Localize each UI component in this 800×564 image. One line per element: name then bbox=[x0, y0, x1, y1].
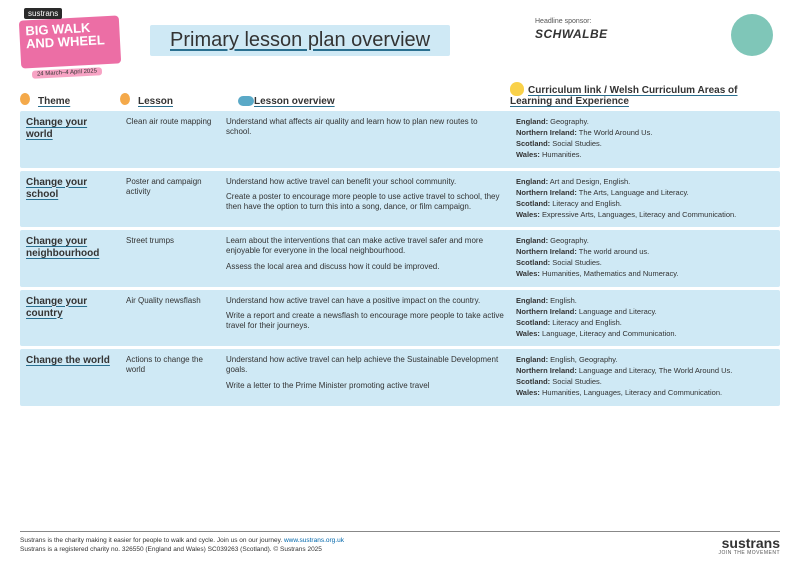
cell-overview: Understand how active travel can have a … bbox=[220, 296, 510, 341]
cell-theme: Change your world bbox=[20, 117, 120, 162]
footer-link[interactable]: www.sustrans.org.uk bbox=[284, 537, 344, 544]
logo-date: 24 March–4 April 2025 bbox=[32, 67, 102, 79]
cell-theme: Change your country bbox=[20, 296, 120, 341]
cell-lesson: Street trumps bbox=[120, 236, 220, 281]
cloud-icon bbox=[238, 96, 254, 106]
th-theme: Theme bbox=[20, 96, 70, 107]
cell-lesson: Clean air route mapping bbox=[120, 117, 220, 162]
lesson-table: Theme Lesson Lesson overview Curriculum … bbox=[0, 85, 800, 406]
sponsor-label: Headline sponsor: bbox=[535, 18, 705, 25]
footer-tagline: JOIN THE MOVEMENT bbox=[719, 550, 780, 556]
sponsor-name: SCHWALBE bbox=[535, 27, 705, 41]
cell-curriculum: England: English.Northern Ireland: Langu… bbox=[510, 296, 780, 341]
table-row: Change your neighbourhoodStreet trumpsLe… bbox=[20, 230, 780, 287]
title-wrap: Primary lesson plan overview bbox=[150, 10, 515, 56]
cell-curriculum: England: Art and Design, English.Norther… bbox=[510, 177, 780, 222]
event-logo: BIG WALK AND WHEEL sustrans 24 March–4 A… bbox=[20, 10, 130, 75]
th-curriculum: Curriculum link / Welsh Curriculum Areas… bbox=[510, 85, 738, 107]
cell-theme: Change your neighbourhood bbox=[20, 236, 120, 281]
cell-lesson: Air Quality newsflash bbox=[120, 296, 220, 341]
logo-brand: sustrans bbox=[24, 8, 62, 19]
th-lesson: Lesson bbox=[120, 96, 173, 107]
table-row: Change your worldClean air route mapping… bbox=[20, 111, 780, 168]
table-header-row: Theme Lesson Lesson overview Curriculum … bbox=[20, 85, 780, 107]
cell-overview: Understand what affects air quality and … bbox=[220, 117, 510, 162]
cell-lesson: Actions to change the world bbox=[120, 355, 220, 400]
table-row: Change the worldActions to change the wo… bbox=[20, 349, 780, 406]
cell-theme: Change the world bbox=[20, 355, 120, 400]
page-footer: Sustrans is the charity making it easier… bbox=[20, 531, 780, 556]
cell-curriculum: England: English, Geography.Northern Ire… bbox=[510, 355, 780, 400]
balloon-icon bbox=[120, 93, 130, 105]
cell-curriculum: England: Geography.Northern Ireland: The… bbox=[510, 117, 780, 162]
table-row: Change your schoolPoster and campaign ac… bbox=[20, 171, 780, 228]
cell-overview: Understand how active travel can benefit… bbox=[220, 177, 510, 222]
logo-main-text: BIG WALK AND WHEEL bbox=[19, 15, 121, 68]
footer-logo: sustrans bbox=[719, 536, 780, 550]
page-title: Primary lesson plan overview bbox=[150, 25, 450, 56]
cell-curriculum: England: Geography.Northern Ireland: The… bbox=[510, 236, 780, 281]
globe-icon bbox=[725, 10, 780, 60]
balloon-icon bbox=[20, 93, 30, 105]
cell-overview: Understand how active travel can help ac… bbox=[220, 355, 510, 400]
cell-theme: Change your school bbox=[20, 177, 120, 222]
footer-line1: Sustrans is the charity making it easier… bbox=[20, 537, 284, 544]
footer-logo-block: sustrans JOIN THE MOVEMENT bbox=[719, 536, 780, 556]
cell-lesson: Poster and campaign activity bbox=[120, 177, 220, 222]
lightbulb-icon bbox=[510, 82, 524, 96]
cell-overview: Learn about the interventions that can m… bbox=[220, 236, 510, 281]
table-row: Change your countryAir Quality newsflash… bbox=[20, 290, 780, 347]
footer-text: Sustrans is the charity making it easier… bbox=[20, 536, 344, 554]
th-overview: Lesson overview bbox=[220, 96, 335, 107]
page-header: BIG WALK AND WHEEL sustrans 24 March–4 A… bbox=[0, 0, 800, 80]
sponsor-block: Headline sponsor: SCHWALBE bbox=[535, 10, 705, 41]
footer-line2: Sustrans is a registered charity no. 326… bbox=[20, 545, 344, 554]
